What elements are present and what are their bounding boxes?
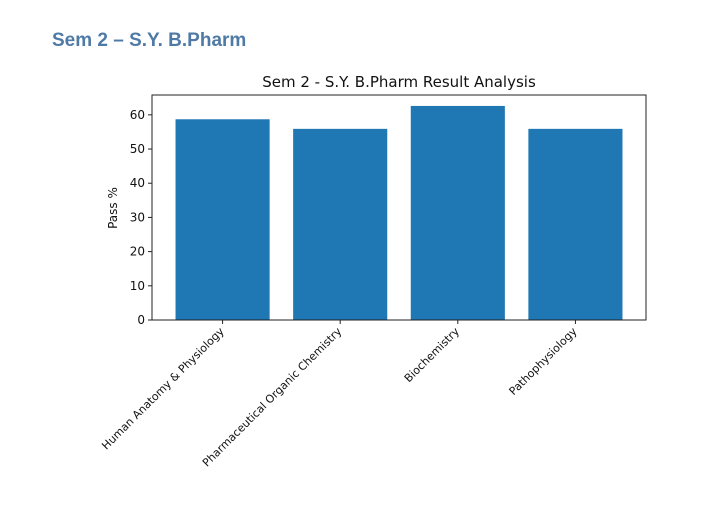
- x-tick-label: Human Anatomy & Physiology: [99, 325, 227, 453]
- y-axis-label: Pass %: [106, 187, 120, 229]
- section-heading: Sem 2 – S.Y. B.Pharm: [52, 30, 247, 51]
- y-tick-label: 10: [130, 279, 145, 293]
- y-tick-label: 60: [130, 108, 145, 122]
- y-tick-label: 50: [130, 142, 145, 156]
- bar: [293, 128, 388, 320]
- x-tick-label: Pharmaceutical Organic Chemistry: [200, 325, 345, 470]
- bar: [528, 128, 623, 320]
- bar: [175, 119, 270, 321]
- y-tick-label: 40: [130, 176, 145, 190]
- chart-title: Sem 2 - S.Y. B.Pharm Result Analysis: [262, 73, 536, 91]
- x-tick-label: Biochemistry: [402, 325, 462, 385]
- y-tick-label: 0: [137, 313, 145, 327]
- plot-frame: [151, 94, 647, 321]
- bar: [410, 105, 505, 320]
- x-tick-label: Pathophysiology: [507, 325, 580, 398]
- y-tick-label: 30: [130, 210, 145, 224]
- y-tick-label: 20: [130, 245, 145, 259]
